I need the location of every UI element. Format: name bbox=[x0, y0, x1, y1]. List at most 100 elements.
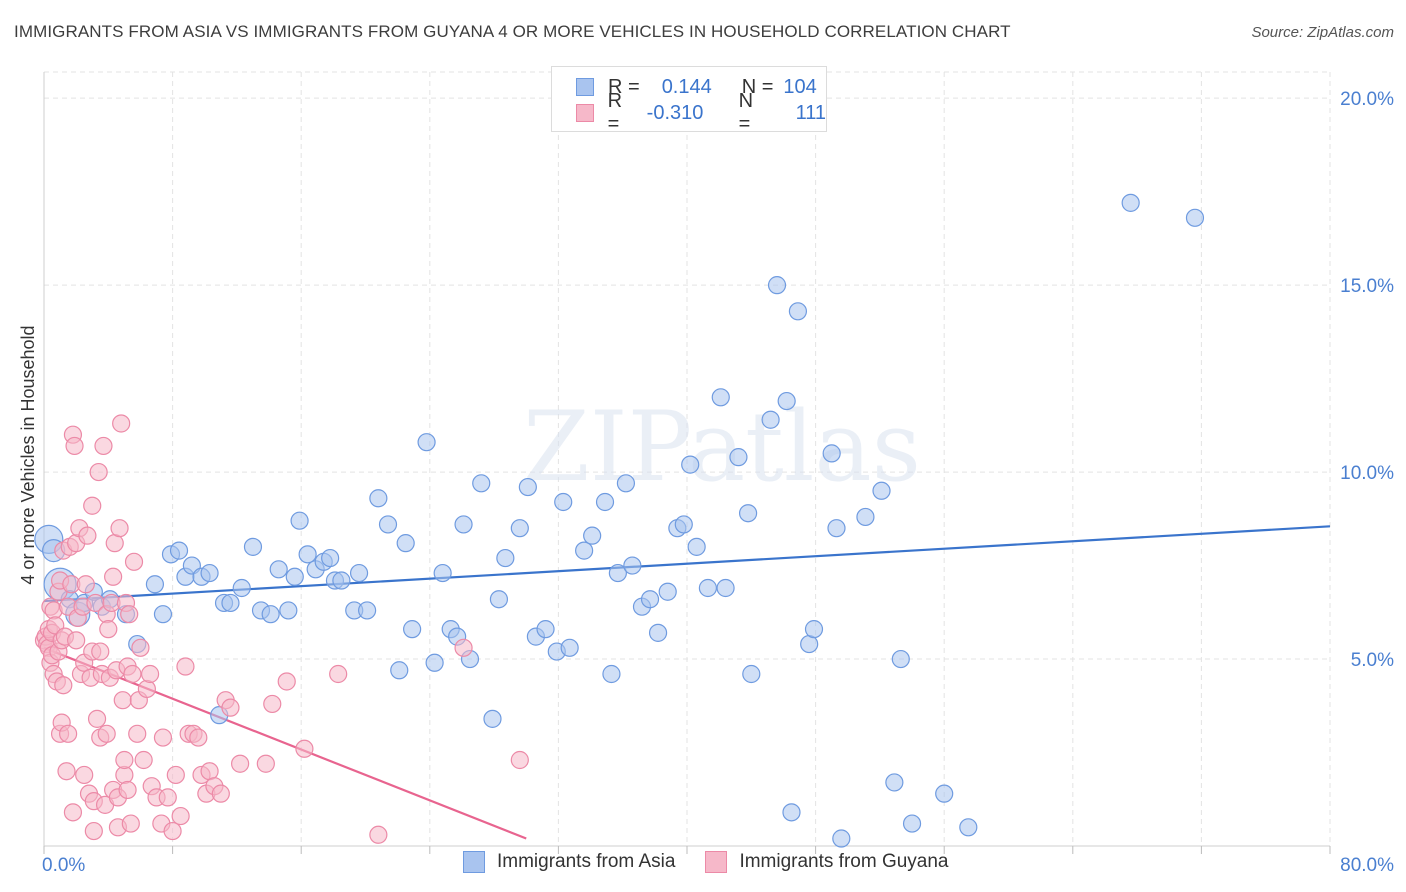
guyana-point bbox=[94, 436, 113, 456]
guyana-point bbox=[131, 638, 150, 657]
guyana-point bbox=[256, 754, 275, 773]
asia-point bbox=[640, 590, 660, 609]
asia-point bbox=[658, 582, 677, 601]
guyana-point bbox=[97, 724, 116, 743]
asia-point bbox=[832, 829, 851, 848]
guyana-point bbox=[211, 784, 230, 803]
guyana-point bbox=[166, 765, 185, 785]
guyana-point bbox=[121, 814, 140, 833]
guyana-point bbox=[295, 739, 314, 758]
legend-item-asia: Immigrants from Asia bbox=[463, 851, 675, 873]
asia-point bbox=[856, 507, 875, 527]
stats-legend: R = 0.144 N = 104 R = -0.310 N = 111 bbox=[551, 66, 827, 135]
guyana-point bbox=[189, 728, 208, 747]
asia-point bbox=[687, 537, 706, 556]
guyana-point bbox=[84, 821, 103, 841]
y-tick-label: 20.0% bbox=[1340, 89, 1394, 110]
asia-point bbox=[602, 664, 621, 684]
chart-title: IMMIGRANTS FROM ASIA VS IMMIGRANTS FROM … bbox=[14, 22, 1011, 41]
asia-point bbox=[483, 709, 502, 728]
asia-point bbox=[1121, 193, 1140, 212]
asia-point bbox=[510, 519, 529, 538]
guyana-point bbox=[277, 672, 296, 691]
guyana-point bbox=[128, 724, 147, 743]
legend-n-value: 111 bbox=[795, 101, 827, 124]
guyana-point bbox=[78, 526, 97, 545]
source-credit: Source: ZipAtlas.com bbox=[1251, 24, 1394, 41]
asia-point bbox=[332, 571, 351, 590]
asia-point bbox=[454, 515, 473, 534]
guyana-point bbox=[369, 825, 388, 844]
asia-point bbox=[788, 302, 808, 321]
legend-n-value: 104 bbox=[783, 75, 817, 98]
asia-point bbox=[616, 474, 636, 493]
guyana-point bbox=[63, 803, 83, 822]
axis-layer: 5.0% 10.0% 15.0% 20.0% 0.0% 80.0% bbox=[42, 72, 1394, 876]
x-tick-label: 0.0% bbox=[42, 855, 85, 876]
legend-row-guyana: R = -0.310 N = 111 bbox=[576, 90, 827, 135]
asia-point bbox=[378, 515, 398, 534]
asia-point bbox=[698, 578, 717, 598]
asia-point bbox=[742, 664, 761, 684]
asia-point bbox=[885, 773, 904, 792]
asia-point bbox=[496, 548, 515, 568]
asia-point bbox=[681, 455, 700, 474]
guyana-point bbox=[510, 750, 529, 770]
guyana-point bbox=[158, 788, 177, 807]
guyana-point bbox=[176, 657, 195, 676]
asia-point bbox=[935, 784, 954, 803]
guyana-point bbox=[153, 728, 173, 747]
guyana-point bbox=[134, 750, 153, 770]
guyana-point bbox=[115, 750, 134, 770]
legend-row-asia: R = 0.144 N = 104 bbox=[576, 74, 817, 100]
guyana-point bbox=[110, 519, 129, 538]
guyana-point bbox=[140, 664, 160, 684]
guyana-point bbox=[329, 664, 348, 684]
asia-point bbox=[575, 541, 594, 560]
guyana-point bbox=[76, 575, 95, 594]
guyana-point bbox=[112, 414, 131, 433]
asia-point bbox=[200, 563, 219, 583]
legend-label-guyana: Immigrants from Guyana bbox=[739, 851, 949, 872]
guyana-point bbox=[89, 462, 108, 482]
guyana-point bbox=[65, 436, 84, 456]
watermark-text: ZIPatlas bbox=[523, 391, 921, 503]
asia-point bbox=[321, 548, 340, 568]
guyana-point bbox=[118, 780, 137, 800]
guyana-trend-line bbox=[43, 646, 527, 840]
asia-point bbox=[674, 515, 693, 534]
asia-point bbox=[554, 492, 573, 512]
guyana-point bbox=[231, 754, 250, 773]
series-legend: Immigrants from Asia Immigrants from Guy… bbox=[463, 851, 979, 873]
asia-point bbox=[518, 477, 537, 497]
guyana-swatch bbox=[705, 851, 728, 873]
asia-point bbox=[804, 620, 824, 639]
legend-r-label: R = bbox=[607, 90, 623, 135]
guyana-point bbox=[137, 679, 156, 699]
guyana-swatch bbox=[576, 104, 594, 122]
asia-point bbox=[369, 489, 388, 508]
asia-point bbox=[536, 620, 555, 639]
y-axis-label: 4 or more Vehicles in Household bbox=[18, 325, 38, 584]
asia-point bbox=[433, 563, 452, 583]
guyana-point bbox=[83, 496, 102, 515]
guyana-point bbox=[221, 698, 240, 717]
asia-point bbox=[1185, 208, 1205, 227]
asia-point bbox=[232, 578, 251, 598]
asia-point bbox=[417, 433, 436, 452]
legend-label-asia: Immigrants from Asia bbox=[497, 851, 676, 872]
guyana-point bbox=[67, 631, 86, 650]
legend-r-label: R = bbox=[608, 75, 640, 98]
asia-point bbox=[777, 391, 796, 411]
asia-point bbox=[243, 537, 263, 556]
guyana-point bbox=[59, 724, 78, 743]
guyana-point bbox=[163, 821, 182, 841]
asia-point bbox=[358, 601, 377, 620]
asia-point bbox=[390, 661, 409, 680]
asia-point bbox=[472, 474, 491, 493]
asia-point bbox=[648, 623, 668, 642]
asia-point bbox=[153, 605, 173, 624]
legend-n-label: N = bbox=[741, 75, 774, 98]
asia-point bbox=[738, 504, 758, 523]
asia-point bbox=[891, 649, 910, 669]
